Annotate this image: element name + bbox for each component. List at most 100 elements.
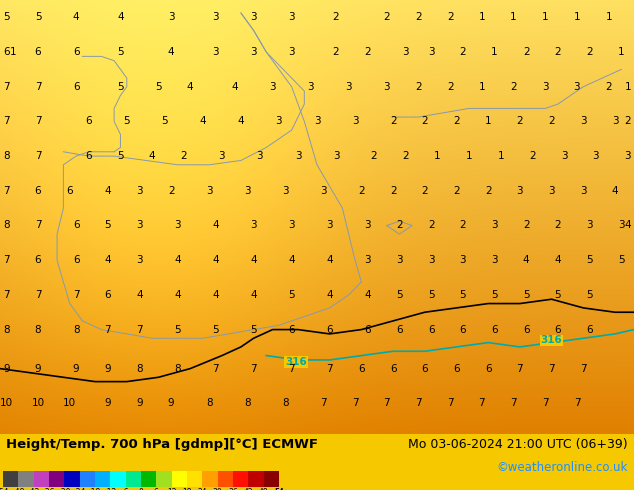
Text: 2: 2 [428,220,434,230]
Text: 5: 5 [555,290,561,300]
Text: 4: 4 [212,290,219,300]
Text: 4: 4 [174,290,181,300]
Text: 10: 10 [32,398,44,408]
Text: 9: 9 [168,398,174,408]
Bar [172,471,187,487]
Text: 4: 4 [174,255,181,265]
Text: 1: 1 [618,47,624,57]
Text: 6: 6 [105,290,111,300]
Text: 3: 3 [542,82,548,92]
Text: 6: 6 [485,364,491,373]
Text: 2: 2 [333,12,339,23]
Text: 2: 2 [529,151,536,161]
Bar [95,471,110,487]
Text: 3: 3 [212,12,219,23]
Text: -30: -30 [58,489,71,490]
Text: 5: 5 [250,324,257,335]
Text: 1: 1 [605,12,612,23]
Text: 3: 3 [624,151,631,161]
Text: 316: 316 [541,336,562,345]
Text: 1: 1 [10,47,16,57]
Bar [157,471,172,487]
Text: 3: 3 [346,82,352,92]
Text: 6: 6 [460,324,466,335]
Text: 3: 3 [136,220,143,230]
Text: 4: 4 [612,186,618,196]
Text: 5: 5 [117,82,124,92]
Text: 7: 7 [35,290,41,300]
Text: 4: 4 [365,290,371,300]
Text: 6: 6 [396,324,403,335]
Text: 2: 2 [460,220,466,230]
Text: 9: 9 [3,364,10,373]
Text: 5: 5 [491,290,498,300]
Text: 4: 4 [187,82,193,92]
Text: 8: 8 [3,220,10,230]
Text: 6: 6 [390,364,396,373]
Text: 2: 2 [523,220,529,230]
Text: 6: 6 [35,186,41,196]
Text: 6: 6 [35,255,41,265]
Text: 5: 5 [428,290,434,300]
Text: 7: 7 [415,398,422,408]
Text: 3: 3 [333,151,339,161]
Text: 3: 3 [593,151,599,161]
Text: 3: 3 [257,151,263,161]
Text: 4: 4 [212,220,219,230]
Text: -24: -24 [74,489,86,490]
Text: 2: 2 [517,117,523,126]
Text: 3: 3 [403,47,409,57]
Text: 3: 3 [561,151,567,161]
Text: 36: 36 [228,489,238,490]
Text: 4: 4 [288,255,295,265]
Text: 1: 1 [479,12,485,23]
Text: 7: 7 [447,398,453,408]
Text: 2: 2 [333,47,339,57]
Bar [80,471,95,487]
Bar [126,471,141,487]
Text: 8: 8 [206,398,212,408]
Text: 6: 6 [327,324,333,335]
Text: 7: 7 [510,398,517,408]
Text: 3: 3 [282,186,288,196]
Text: 7: 7 [73,290,79,300]
Text: 4: 4 [555,255,561,265]
Text: 9: 9 [73,364,79,373]
Text: 8: 8 [244,398,250,408]
Text: 2: 2 [605,82,612,92]
Text: 4: 4 [523,255,529,265]
Text: 4: 4 [149,151,155,161]
Text: Mo 03-06-2024 21:00 UTC (06+39): Mo 03-06-2024 21:00 UTC (06+39) [408,438,628,451]
Text: 3: 3 [396,255,403,265]
Text: 3: 3 [212,47,219,57]
Text: 3: 3 [136,186,143,196]
Text: 7: 7 [548,364,555,373]
Text: 4: 4 [250,255,257,265]
Text: 9: 9 [35,364,41,373]
Text: 3: 3 [250,220,257,230]
Text: 5: 5 [460,290,466,300]
Text: 2: 2 [390,117,396,126]
Text: 5: 5 [3,12,10,23]
Text: 8: 8 [282,398,288,408]
Text: 6: 6 [523,324,529,335]
Text: 2: 2 [624,117,631,126]
Text: 2: 2 [555,220,561,230]
Text: 3: 3 [288,12,295,23]
Text: 7: 7 [352,398,358,408]
Text: 6: 6 [35,47,41,57]
Text: 3: 3 [352,117,358,126]
Text: 7: 7 [3,255,10,265]
Text: 6: 6 [453,364,460,373]
Bar [3,471,18,487]
Text: 7: 7 [542,398,548,408]
Text: 2: 2 [168,186,174,196]
Text: 7: 7 [35,82,41,92]
Text: -12: -12 [105,489,117,490]
Text: 4: 4 [212,255,219,265]
Text: 6: 6 [73,82,79,92]
Text: 5: 5 [105,220,111,230]
Text: 1: 1 [510,12,517,23]
Bar [217,471,233,487]
Text: 4: 4 [231,82,238,92]
